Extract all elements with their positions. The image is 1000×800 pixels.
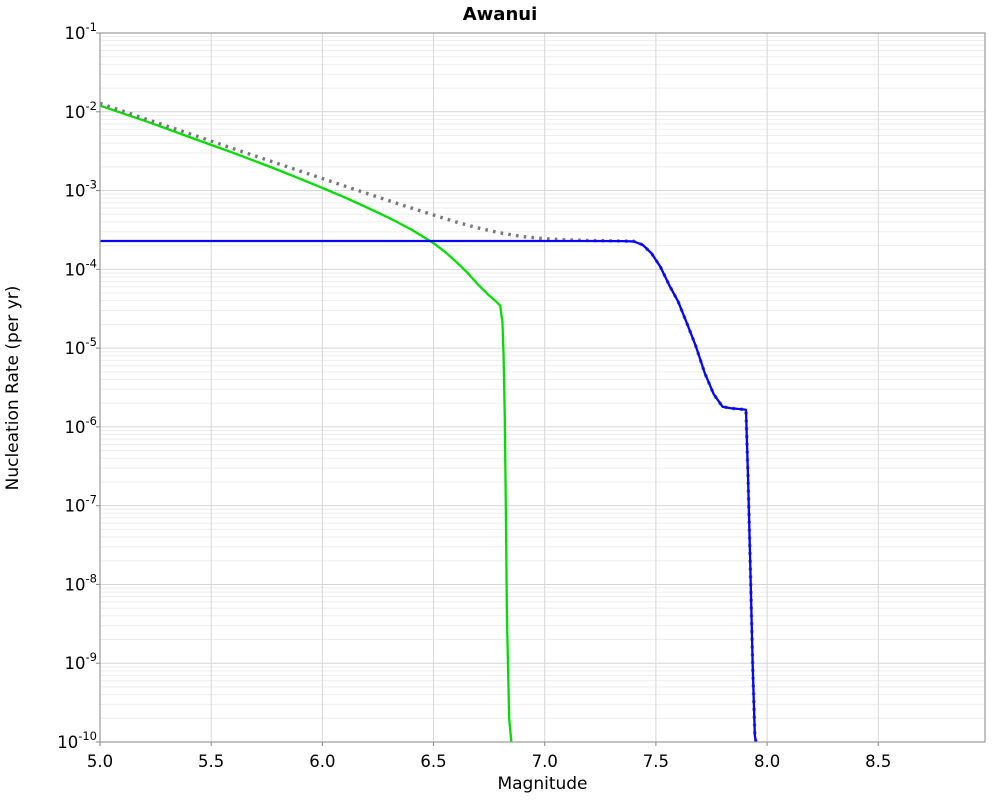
- x-tick-label: 6.5: [420, 752, 446, 771]
- y-tick-label: 10-9: [65, 650, 97, 673]
- plot-background: [100, 33, 985, 742]
- y-tick-label: 10-4: [65, 256, 97, 279]
- chart-title: Awanui: [462, 4, 538, 25]
- y-tick-label: 10-1: [65, 20, 97, 43]
- x-tick-label: 5.5: [198, 752, 224, 771]
- x-tick-label: 6.0: [309, 752, 335, 771]
- blue-solid-curve: [100, 239, 758, 743]
- y-tick-label: 10-3: [65, 178, 97, 201]
- x-tick-label: 5.0: [87, 752, 113, 771]
- green-solid-curve: [99, 104, 513, 743]
- plot-border: [99, 32, 986, 743]
- y-tick-label: 10-10: [57, 729, 97, 752]
- x-tick-label: 8.5: [865, 752, 891, 771]
- x-tick-label: 7.0: [532, 752, 558, 771]
- y-axis-label: Nucleation Rate (per yr): [3, 285, 23, 491]
- y-tick-label: 10-2: [65, 99, 97, 122]
- x-axis-label: Magnitude: [497, 774, 588, 794]
- x-tick-label: 7.5: [643, 752, 669, 771]
- y-tick-label: 10-7: [65, 493, 97, 516]
- y-tick-label: 10-6: [65, 414, 97, 437]
- y-tick-label: 10-8: [65, 571, 97, 594]
- y-tick-label: 10-5: [65, 335, 97, 358]
- x-tick-label: 8.0: [754, 752, 780, 771]
